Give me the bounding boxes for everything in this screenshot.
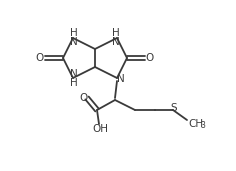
Text: N: N [112, 37, 120, 47]
Text: N: N [117, 74, 125, 84]
Text: O: O [79, 93, 87, 103]
Text: O: O [146, 53, 154, 63]
Text: H: H [70, 78, 78, 88]
Text: O: O [36, 53, 44, 63]
Text: N: N [70, 37, 78, 47]
Text: H: H [112, 28, 120, 38]
Text: OH: OH [92, 124, 108, 134]
Text: CH: CH [188, 119, 204, 129]
Text: N: N [70, 69, 78, 79]
Text: H: H [70, 28, 78, 38]
Text: S: S [171, 103, 177, 113]
Text: 3: 3 [201, 122, 205, 130]
